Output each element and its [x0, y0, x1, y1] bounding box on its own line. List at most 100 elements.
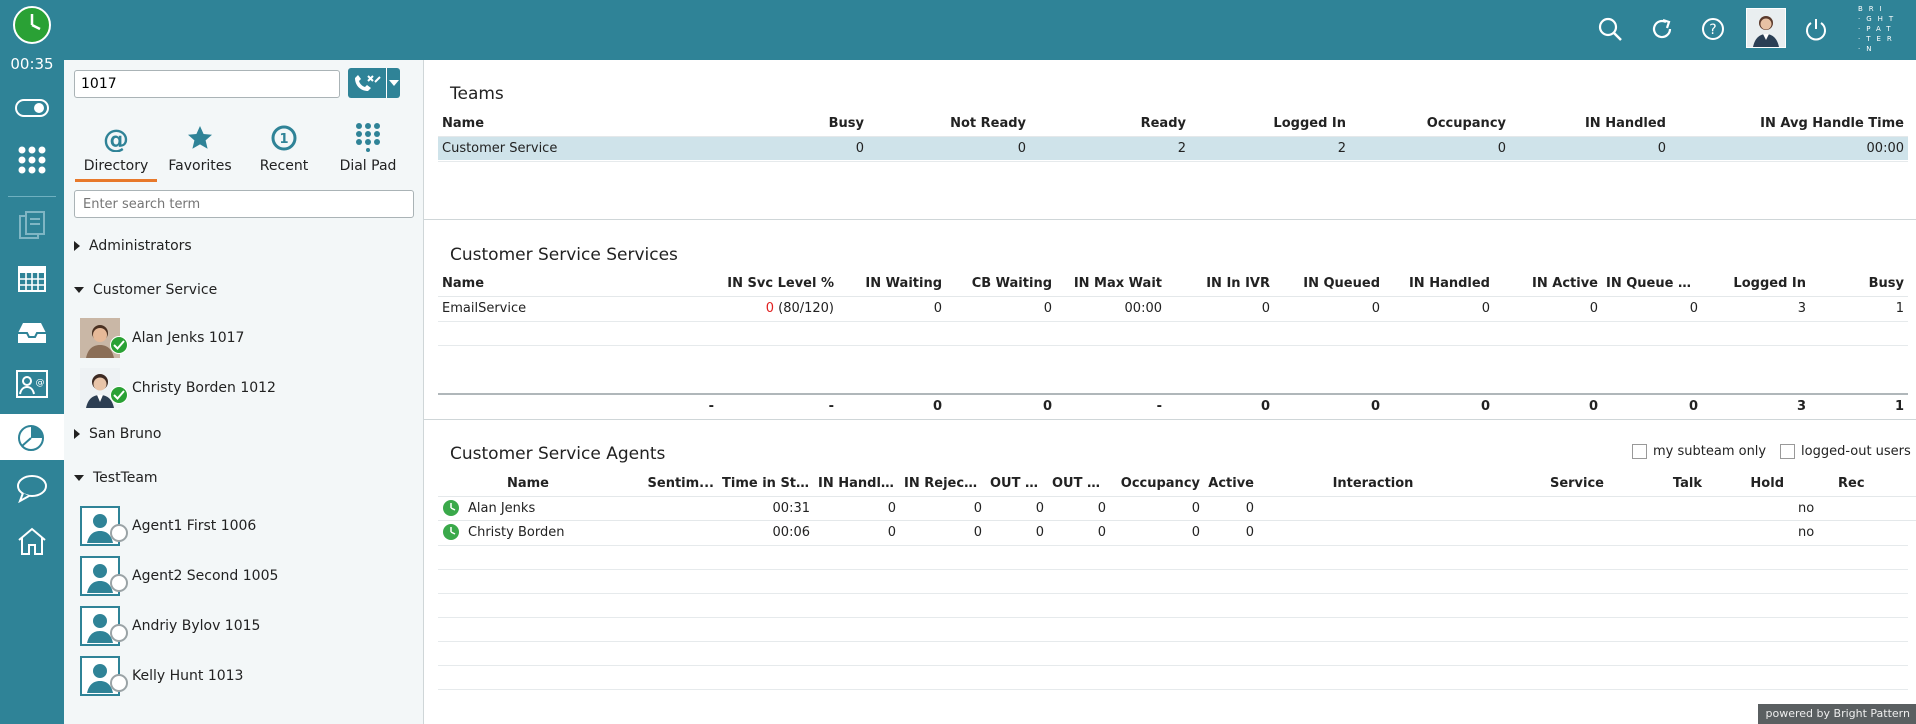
column-header[interactable]: Name [442, 116, 485, 132]
directory-agent-item[interactable]: Kelly Hunt 1013 [80, 654, 243, 698]
calendar-icon[interactable] [10, 258, 54, 298]
cell [1706, 519, 1788, 544]
column-header[interactable]: CB Waiting [971, 276, 1052, 292]
empty-row [438, 569, 1908, 593]
column-header[interactable]: Ready [1140, 116, 1186, 132]
refresh-icon[interactable] [1645, 12, 1679, 46]
column-header[interactable]: IN Svc Level % [727, 276, 834, 292]
column-header[interactable]: Talk [1672, 476, 1702, 492]
cell: 1 [1810, 295, 1908, 320]
column-header[interactable]: Occupancy [1120, 476, 1200, 492]
group-label: Customer Service [93, 282, 218, 298]
column-header[interactable]: Busy [1868, 276, 1904, 292]
column-header[interactable]: OUT R... [990, 476, 1048, 492]
column-header[interactable]: Rec [1838, 476, 1865, 492]
cell: 0 [838, 295, 946, 320]
phone-call-icon[interactable] [348, 68, 386, 98]
table-row[interactable]: Christy Borden 00:06 0 0 0 0 0 0 no [438, 519, 1916, 544]
apps-grid-icon[interactable] [10, 140, 54, 180]
chat-icon[interactable] [10, 468, 54, 508]
cell: 0 [1204, 519, 1258, 544]
column-header[interactable]: IN Handled [1584, 116, 1666, 132]
column-header[interactable]: Time in Sta... [722, 476, 814, 492]
column-header[interactable]: IN Queued [1303, 276, 1380, 292]
cell: 00:00 [1670, 135, 1908, 160]
call-button[interactable] [348, 68, 400, 98]
dashboard-pie-icon[interactable] [10, 417, 54, 457]
column-header[interactable]: Occupancy [1426, 116, 1506, 132]
directory-agent-item[interactable]: Agent1 First 1006 [80, 504, 256, 548]
column-header[interactable]: IN Waiting [865, 276, 942, 292]
cell: EmailService [438, 295, 718, 320]
agent-name: Agent2 Second 1005 [132, 568, 279, 584]
directory-search-input[interactable] [74, 190, 414, 218]
column-header[interactable]: Interaction [1332, 476, 1414, 492]
column-header[interactable]: IN Handled [818, 476, 900, 492]
directory-agent-item[interactable]: Andriy Bylov 1015 [80, 604, 260, 648]
column-header[interactable]: IN Active [1532, 276, 1598, 292]
logged-out-users-checkbox[interactable]: logged-out users [1780, 444, 1911, 459]
column-header[interactable]: Hold [1750, 476, 1784, 492]
column-header[interactable]: OUT H... [1052, 476, 1110, 492]
column-header[interactable]: Name [506, 476, 549, 492]
svg-text:@: @ [36, 378, 45, 388]
group-san-bruno[interactable]: San Bruno [74, 426, 161, 442]
group-testteam[interactable]: TestTeam [74, 470, 158, 486]
avatar[interactable] [1746, 8, 1786, 48]
tab-dial-pad[interactable]: Dial Pad [326, 118, 410, 174]
help-icon[interactable]: ? [1696, 12, 1730, 46]
tab-recent[interactable]: 1 Recent [242, 118, 326, 174]
clock-icon[interactable] [11, 4, 53, 46]
group-administrators[interactable]: Administrators [74, 238, 192, 254]
directory-agent-item[interactable]: Agent2 Second 1005 [80, 554, 278, 598]
column-header[interactable]: IN Handled [1408, 276, 1490, 292]
my-subteam-checkbox[interactable]: my subteam only [1632, 444, 1766, 459]
inbox-icon[interactable] [10, 312, 54, 352]
table-row[interactable]: Customer Service 0 0 2 2 0 0 00:00 [438, 135, 1908, 160]
cell: 2 [1030, 135, 1190, 160]
logo-line: ·PAT [1858, 25, 1897, 33]
tab-directory[interactable]: @ Directory [74, 118, 158, 182]
column-header[interactable]: Busy [828, 116, 864, 132]
search-icon[interactable] [1593, 12, 1627, 46]
cell: 0 [1110, 495, 1204, 520]
collapse-arrow-icon [74, 475, 84, 481]
totals-row: - - 0 0 - 0 0 0 0 0 3 1 [438, 393, 1908, 418]
column-header[interactable]: IN Avg Handle Time [1760, 116, 1904, 132]
column-header[interactable]: IN Rejected [904, 476, 986, 492]
column-header[interactable]: IN In IVR [1206, 276, 1270, 292]
empty-row [438, 545, 1908, 569]
column-header[interactable]: Logged In [1273, 116, 1346, 132]
table-row[interactable]: EmailService 0 (80/120) 0 0 00:00 0 0 0 … [438, 295, 1908, 320]
checkbox-box[interactable] [1632, 444, 1647, 459]
clipboard-icon[interactable] [10, 205, 54, 245]
column-header[interactable]: Logged In [1733, 276, 1806, 292]
column-header[interactable]: Name [442, 276, 485, 292]
svg-text:@: @ [103, 125, 129, 152]
tab-favorites[interactable]: Favorites [158, 118, 242, 174]
cell: 0 [1274, 295, 1384, 320]
cell: 0 [1510, 135, 1670, 160]
column-header[interactable]: Service [1549, 476, 1604, 492]
column-header[interactable]: Not Ready [950, 116, 1026, 132]
main-dashboard: Teams Name Busy Not Ready Ready Logged I… [424, 60, 1916, 724]
cell: 0 [900, 519, 986, 544]
checkbox-box[interactable] [1780, 444, 1795, 459]
cell [438, 519, 464, 544]
contact-card-icon[interactable]: @ [10, 364, 54, 404]
column-header[interactable]: IN Queue Sh-A... [1606, 276, 1702, 292]
dial-number-input[interactable] [74, 70, 340, 98]
directory-agent-item[interactable]: Alan Jenks 1017 [80, 316, 244, 360]
cell [1258, 495, 1488, 520]
table-row[interactable]: Alan Jenks 00:31 0 0 0 0 0 0 no [438, 495, 1916, 520]
column-header[interactable]: IN Max Wait [1073, 276, 1162, 292]
column-header[interactable]: Active [1208, 476, 1254, 492]
cell: 0 [1048, 519, 1110, 544]
directory-agent-item[interactable]: Christy Borden 1012 [80, 366, 276, 410]
column-header[interactable]: Sentim... [647, 476, 714, 492]
chevron-down-icon[interactable] [386, 68, 400, 98]
home-icon[interactable] [10, 521, 54, 561]
toggle-icon[interactable] [10, 88, 54, 128]
group-customer-service[interactable]: Customer Service [74, 282, 217, 298]
power-icon[interactable] [1799, 12, 1833, 46]
